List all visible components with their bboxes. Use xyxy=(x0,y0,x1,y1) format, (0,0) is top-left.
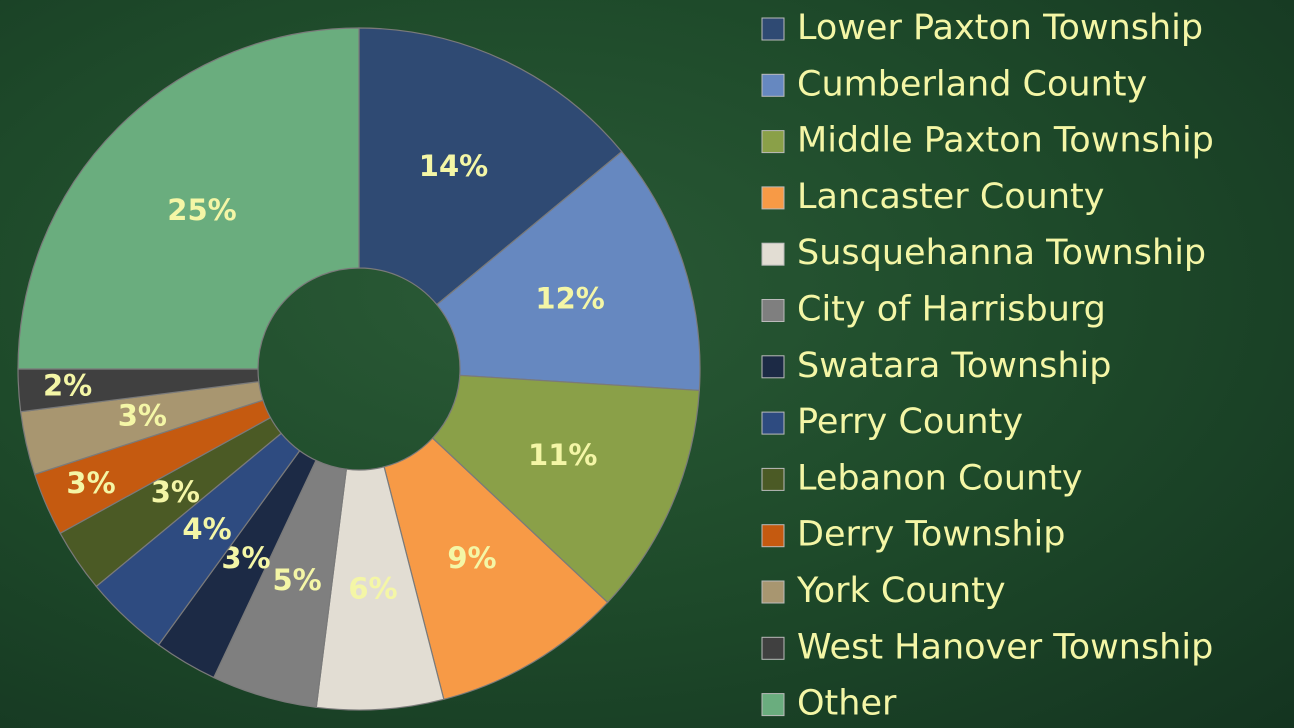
value-label: 3% xyxy=(66,466,115,500)
value-label: 6% xyxy=(348,572,397,606)
legend-swatch xyxy=(761,73,785,97)
legend-swatch xyxy=(761,355,785,379)
value-label: 3% xyxy=(118,398,167,432)
value-label: 11% xyxy=(528,438,597,472)
value-label: 4% xyxy=(182,512,231,546)
legend-swatch xyxy=(761,186,785,210)
value-label: 14% xyxy=(419,149,488,183)
legend-swatch xyxy=(761,242,785,266)
slice xyxy=(17,27,360,370)
value-label: 5% xyxy=(272,563,321,597)
value-label: 9% xyxy=(447,541,496,575)
legend-label: York County xyxy=(796,571,1006,611)
legend-swatch xyxy=(761,411,785,435)
legend-label: Susquehanna Township xyxy=(797,233,1206,273)
value-label: 12% xyxy=(535,281,604,315)
legend-label: Middle Paxton Township xyxy=(797,121,1214,161)
slice xyxy=(431,374,700,604)
legend-swatch xyxy=(761,636,785,660)
legend-swatch xyxy=(761,467,785,491)
value-label: 25% xyxy=(167,193,236,227)
legend-label: City of Harrisburg xyxy=(797,290,1106,330)
value-label: 3% xyxy=(151,475,200,509)
legend-swatch xyxy=(761,130,785,154)
slice xyxy=(435,150,701,392)
legend-swatch xyxy=(761,693,785,717)
slice xyxy=(358,27,623,306)
legend-label: Lancaster County xyxy=(797,177,1104,217)
value-label: 2% xyxy=(43,368,92,402)
legend-swatch xyxy=(761,299,785,322)
slice xyxy=(383,437,609,701)
legend-swatch xyxy=(761,580,785,604)
legend-label: Perry County xyxy=(797,402,1023,442)
legend-swatch xyxy=(761,524,785,548)
legend-swatch xyxy=(761,17,785,41)
legend-label: West Hanover Township xyxy=(797,627,1213,667)
legend-label: Lebanon County xyxy=(797,458,1083,498)
legend-label: Lower Paxton Township xyxy=(797,8,1203,48)
legend-label: Swatara Township xyxy=(797,346,1111,386)
legend-label: Other xyxy=(797,684,897,724)
legend-label: Derry Township xyxy=(797,515,1066,555)
legend-label: Cumberland County xyxy=(797,64,1147,104)
